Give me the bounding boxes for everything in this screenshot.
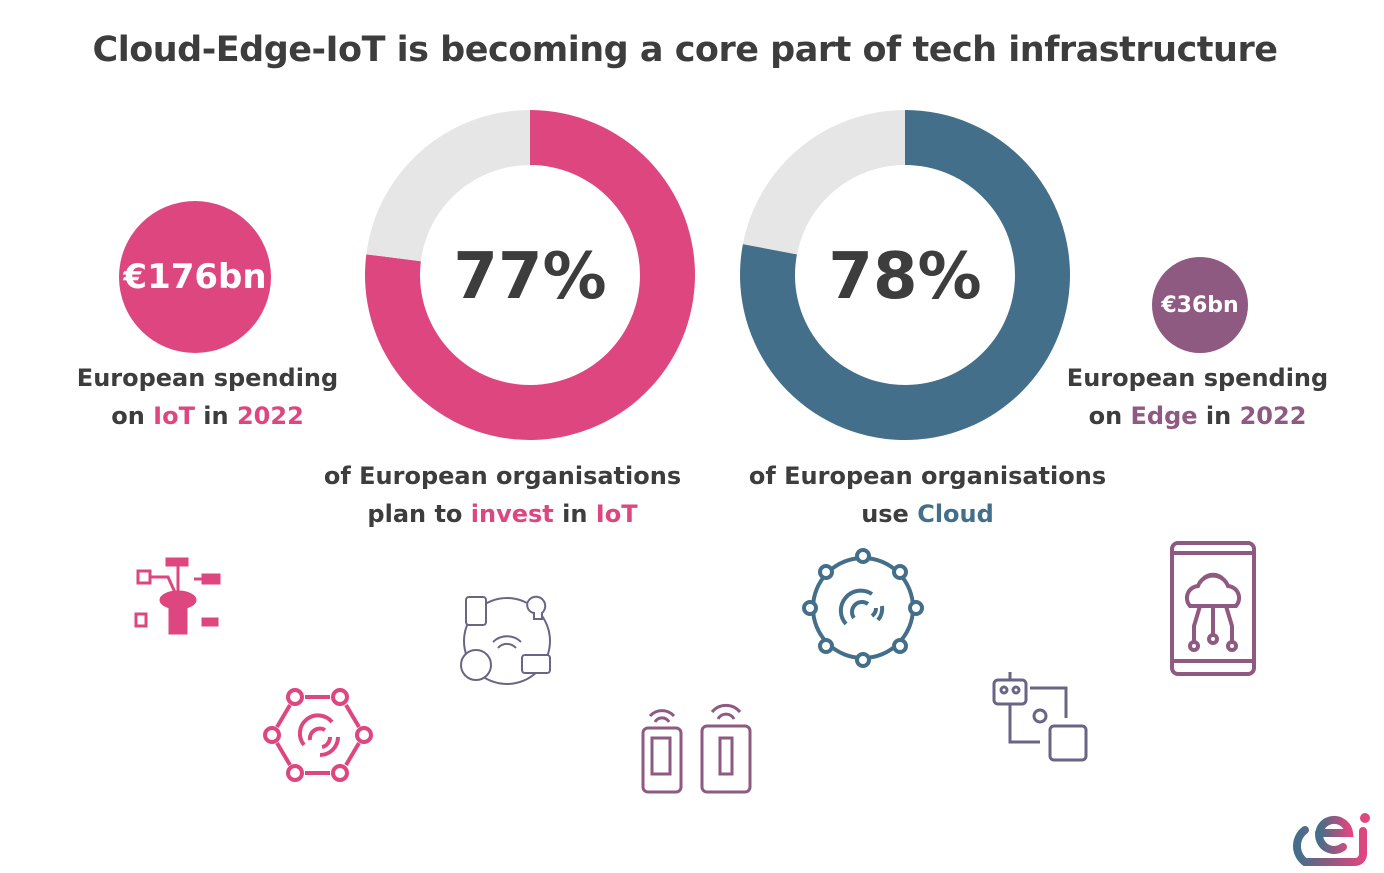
smartphones-wifi-icon <box>641 703 752 794</box>
donut-label-cloud: 78% <box>828 240 982 314</box>
text: on <box>111 402 154 430</box>
network-signal-icon <box>263 688 373 782</box>
page-title: Cloud-Edge-IoT is becoming a core part o… <box>92 30 1278 70</box>
highlight-iot: IoT <box>153 402 195 430</box>
donut-chart-iot <box>365 110 695 440</box>
highlight-edge: Edge <box>1130 402 1198 430</box>
iot-invest-caption: of European organisations plan to invest… <box>310 457 695 533</box>
donut-segment-remainder <box>366 110 530 262</box>
donut-segment-value <box>740 110 1070 440</box>
caption-line: European spending <box>1066 364 1329 392</box>
iot-spending-caption: European spending on IoT in 2022 <box>50 359 365 435</box>
edge-spending-bubble: €36bn <box>1152 257 1248 353</box>
phone-cloud-icon <box>1170 541 1256 676</box>
edge-spending-caption: European spending on Edge in 2022 <box>1040 359 1355 435</box>
robot-process-icon <box>992 672 1088 762</box>
iot-spending-bubble: €176bn <box>119 201 271 353</box>
highlight-cloud: Cloud <box>917 500 994 528</box>
highlight-year: 2022 <box>236 402 304 430</box>
highlight-iot: IoT <box>595 500 638 528</box>
iot-devices-icon <box>134 557 221 635</box>
text: plan to <box>367 500 471 528</box>
caption-line: use Cloud <box>735 495 1120 533</box>
text: on <box>1088 402 1131 430</box>
donut-label-iot: 77% <box>453 240 607 314</box>
text: in <box>1197 402 1240 430</box>
cloud-use-caption: of European organisations use Cloud <box>735 457 1120 533</box>
cei-logo <box>1293 813 1370 866</box>
smart-home-icon <box>460 595 551 685</box>
text: in <box>194 402 237 430</box>
caption-line: on IoT in 2022 <box>50 397 365 435</box>
highlight-invest: invest <box>470 500 554 528</box>
donut-segment-value <box>365 110 695 440</box>
donut-segment-remainder <box>742 110 905 255</box>
caption-line: of European organisations <box>748 462 1107 490</box>
caption-line: plan to invest in IoT <box>310 495 695 533</box>
donut-chart-cloud <box>740 110 1070 440</box>
highlight-year: 2022 <box>1239 402 1307 430</box>
text: use <box>861 500 918 528</box>
caption-line: European spending <box>76 364 339 392</box>
caption-line: on Edge in 2022 <box>1040 397 1355 435</box>
caption-line: of European organisations <box>323 462 682 490</box>
text: in <box>553 500 596 528</box>
cloud-network-icon <box>802 548 924 668</box>
